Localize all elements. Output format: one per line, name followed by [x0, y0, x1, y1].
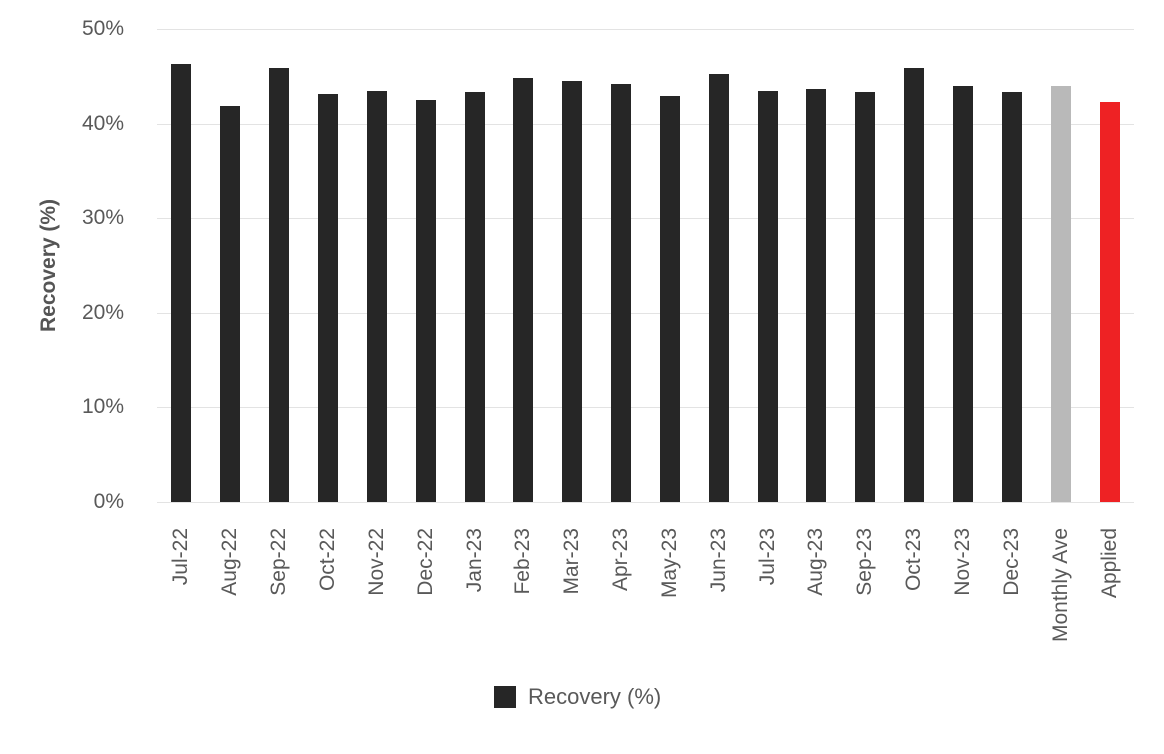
- x-tick-label: Dec-23: [999, 528, 1023, 596]
- y-axis-title: Recovery (%): [37, 198, 60, 333]
- x-tick-label: Feb-23: [511, 528, 535, 595]
- x-tick-label: Jun-23: [706, 528, 730, 593]
- x-tick-label: Aug-23: [804, 528, 828, 596]
- bar-monthly-ave: [1050, 85, 1071, 502]
- y-tick-label: 10%: [81, 395, 124, 419]
- x-tick-label: Dec-22: [413, 528, 437, 596]
- gridline: [157, 29, 1134, 30]
- x-tick-label: Sep-23: [853, 528, 877, 596]
- x-tick-label: Sep-22: [267, 528, 291, 596]
- bar-apr-23: [611, 83, 632, 502]
- bar-mar-23: [562, 81, 583, 502]
- bar-oct-23: [904, 67, 925, 502]
- bar-nov-22: [366, 90, 387, 502]
- x-tick-label: Nov-22: [364, 528, 388, 596]
- bar-dec-23: [1001, 92, 1022, 502]
- x-tick-label: Nov-23: [951, 528, 975, 596]
- bar-oct-22: [317, 94, 338, 502]
- bar-may-23: [659, 96, 680, 502]
- bar-aug-22: [220, 105, 241, 502]
- x-tick-label: Applied: [1097, 528, 1121, 599]
- x-tick-label: Apr-23: [609, 528, 633, 592]
- bar-sep-22: [269, 67, 290, 502]
- gridline: [157, 123, 1134, 125]
- bar-aug-23: [806, 88, 827, 502]
- x-tick-label: Monthly Ave: [1048, 528, 1072, 643]
- gridline: [157, 407, 1134, 409]
- x-tick-label: Oct-23: [902, 528, 926, 592]
- x-tick-label: Jul-23: [755, 528, 779, 586]
- legend-color-swatch: [494, 686, 516, 708]
- bar-jan-23: [464, 92, 485, 502]
- bar-sep-23: [855, 92, 876, 502]
- legend: Recovery (%): [494, 684, 661, 710]
- gridline: [157, 218, 1134, 220]
- x-tick-label: Jul-22: [169, 528, 193, 586]
- gridline: [157, 312, 1134, 314]
- x-tick-label: May-23: [657, 528, 681, 599]
- bar-feb-23: [513, 78, 534, 502]
- x-tick-label: Jan-23: [462, 528, 486, 593]
- y-tick-label: 50%: [81, 17, 124, 40]
- x-tick-label: Aug-22: [218, 528, 242, 596]
- y-tick-label: 0%: [93, 490, 124, 513]
- legend-label: Recovery (%): [528, 684, 662, 709]
- bar-nov-23: [953, 85, 974, 502]
- x-tick-label: Oct-22: [315, 528, 339, 592]
- x-tick-label: Mar-23: [560, 528, 584, 595]
- y-tick-label: 30%: [81, 206, 124, 230]
- bar-jun-23: [708, 74, 729, 502]
- y-tick-label: 40%: [81, 111, 124, 135]
- bar-jul-23: [757, 90, 778, 502]
- bar-applied: [1099, 101, 1120, 502]
- bar-jul-22: [171, 64, 192, 502]
- gridline: [157, 502, 1134, 503]
- bar-dec-22: [415, 99, 436, 502]
- plot-area: [157, 29, 1134, 503]
- y-tick-label: 20%: [81, 300, 124, 324]
